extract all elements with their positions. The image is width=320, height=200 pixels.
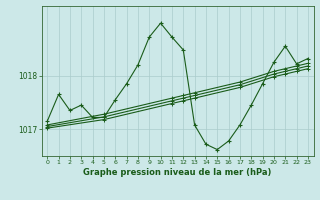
X-axis label: Graphe pression niveau de la mer (hPa): Graphe pression niveau de la mer (hPa) [84, 168, 272, 177]
